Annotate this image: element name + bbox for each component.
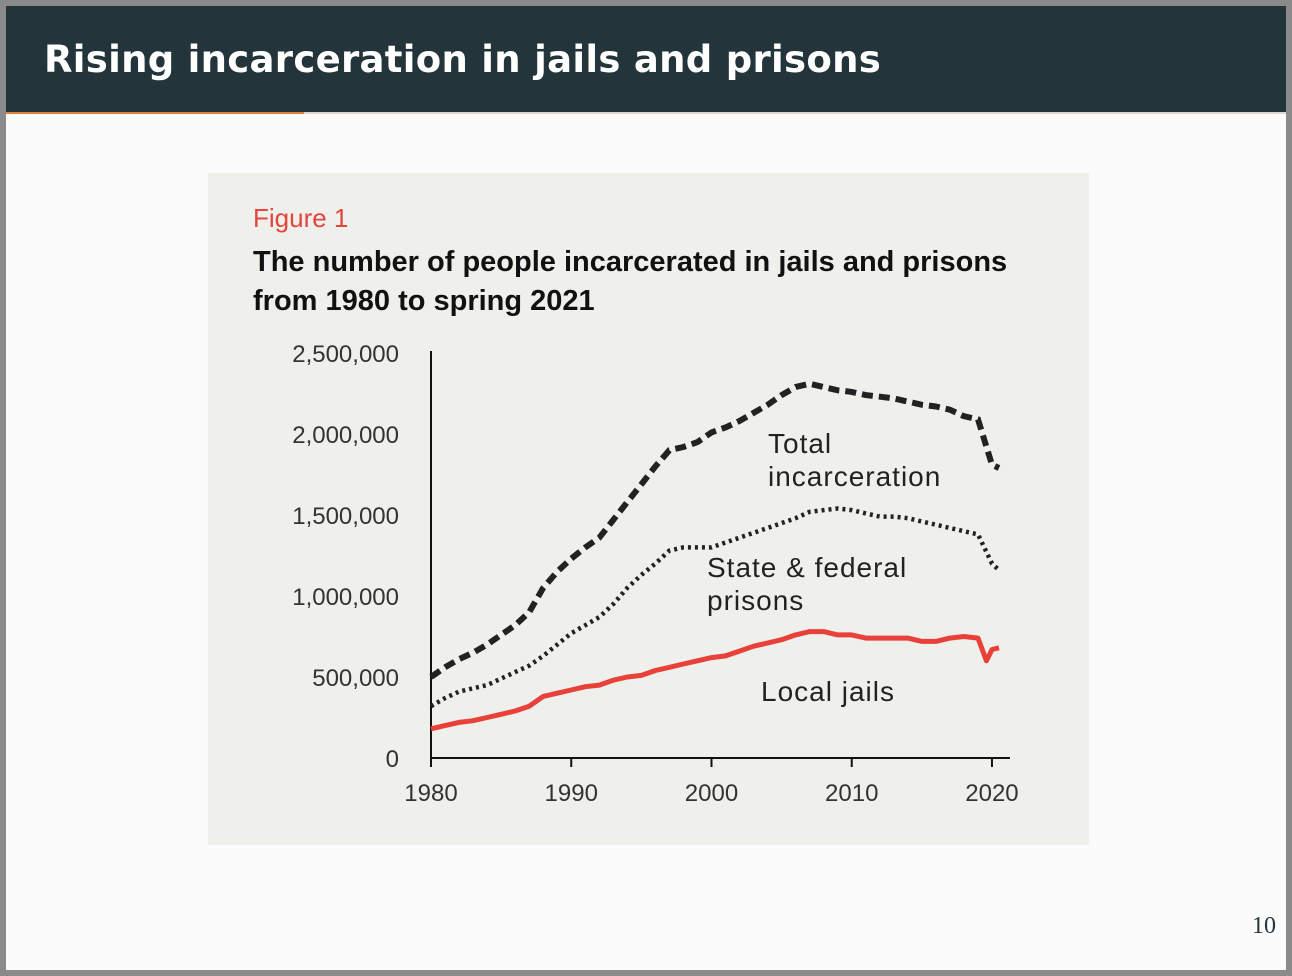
local-jails-label: Local jails (761, 676, 895, 707)
x-tick-label: 1990 (545, 780, 598, 807)
figure-panel: Figure 1 The number of people incarcerat… (208, 173, 1089, 845)
slide-header: Rising incarceration in jails and prison… (6, 6, 1286, 112)
header-accent-bar (6, 112, 304, 114)
total-incarceration-line (429, 380, 1001, 680)
y-tick-label: 2,000,000 (292, 422, 399, 449)
y-tick-label: 1,500,000 (292, 503, 399, 530)
x-tick-label: 2020 (965, 780, 1018, 807)
header-divider (6, 112, 1286, 114)
page-number: 10 (1252, 913, 1276, 939)
x-tick-label: 1980 (404, 780, 457, 807)
figure-label: Figure 1 (253, 203, 349, 233)
incarceration-line-chart: 0 500,000 1,000,000 1,500,000 2,000,000 2,500… (292, 341, 1018, 807)
state-federal-prisons-label: prisons (707, 585, 804, 616)
state-federal-prisons-line (429, 506, 1001, 709)
state-federal-prisons-label: State & federal (707, 552, 907, 583)
slide-title: Rising incarceration in jails and prison… (44, 38, 882, 81)
slide: Rising incarceration in jails and prison… (6, 6, 1286, 970)
x-tick-label: 2010 (825, 780, 878, 807)
local-jails-line (430, 629, 1000, 732)
y-tick-label: 0 (386, 746, 399, 773)
total-incarceration-label: incarceration (768, 461, 941, 492)
y-tick-label: 1,000,000 (292, 584, 399, 611)
total-incarceration-label: Total (768, 428, 832, 459)
y-tick-label: 2,500,000 (292, 341, 399, 368)
y-tick-label: 500,000 (312, 665, 399, 692)
figure-title: The number of people incarcerated in jai… (253, 246, 1008, 317)
x-tick-label: 2000 (685, 780, 738, 807)
